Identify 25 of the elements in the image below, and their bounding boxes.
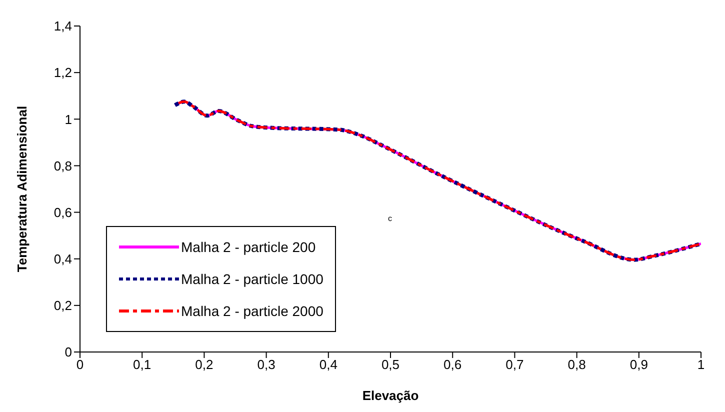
y-tick-label: 0,8 xyxy=(54,158,72,174)
y-tick-label: 0,4 xyxy=(54,251,72,266)
y-axis-title: Temperatura Adimensional xyxy=(14,106,30,272)
x-tick-label: 1 xyxy=(697,357,705,372)
x-axis-title: Elevação xyxy=(362,388,419,403)
y-tick-label: 0,6 xyxy=(54,204,72,220)
y-tick-label: 1 xyxy=(64,112,72,127)
x-tick-label: 0 xyxy=(76,357,84,372)
legend-label: Malha 2 - particle 200 xyxy=(181,239,316,255)
x-tick-label: 0,5 xyxy=(381,357,400,372)
x-tick-label: 0,1 xyxy=(133,357,152,372)
x-tick-label: 0,7 xyxy=(506,357,524,372)
legend-label: Malha 2 - particle 2000 xyxy=(181,303,324,319)
x-tick-label: 0,8 xyxy=(568,357,586,372)
legend-label: Malha 2 - particle 1000 xyxy=(181,271,324,287)
annotation: c xyxy=(388,214,392,223)
x-tick-label: 0,4 xyxy=(319,357,338,372)
y-tick-label: 1,4 xyxy=(54,18,72,34)
y-tick-label: 1,2 xyxy=(54,65,72,80)
x-tick-label: 0,2 xyxy=(195,357,214,372)
x-tick-label: 0,6 xyxy=(444,357,462,372)
y-tick-label: 0,2 xyxy=(54,298,72,314)
y-tick-label: 0 xyxy=(64,344,72,360)
x-tick-label: 0,3 xyxy=(257,357,276,372)
x-tick-label: 0,9 xyxy=(630,357,648,372)
